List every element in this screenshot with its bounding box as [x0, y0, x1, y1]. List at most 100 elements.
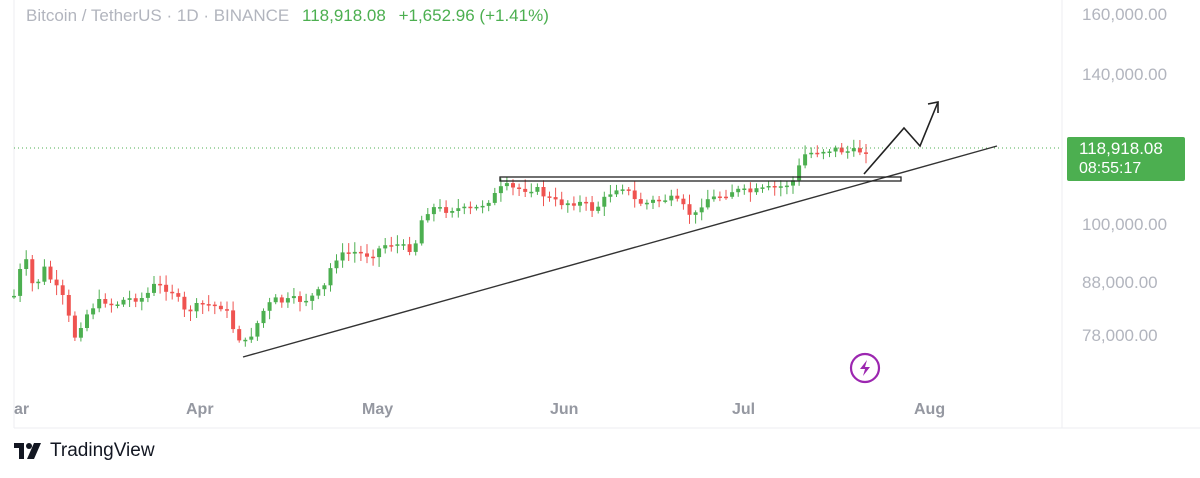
time-axis-tick: Jul [732, 401, 755, 418]
candle-body [590, 202, 595, 211]
candle-body [565, 203, 570, 206]
candle-body [626, 189, 631, 191]
candle-body [72, 315, 77, 338]
candle-body [511, 183, 515, 188]
candle-body [711, 196, 716, 200]
candle-body [535, 187, 540, 192]
candle-body [194, 303, 199, 312]
candle-body [809, 152, 814, 155]
candle-body [12, 295, 16, 298]
candle-body [596, 206, 601, 211]
bar-countdown: 08:55:17 [1079, 160, 1142, 177]
candle-body [474, 206, 479, 209]
candle-body [717, 196, 722, 198]
candles-layer [12, 139, 868, 347]
candle-body [395, 244, 400, 246]
candle-body [164, 284, 169, 292]
projection-arrow-drawing[interactable] [863, 101, 939, 175]
candle-body [736, 188, 741, 193]
time-axis-tick: ar [14, 401, 29, 418]
candle-body [444, 207, 449, 213]
price-label-value: 118,918.08 [1079, 139, 1163, 158]
candle-body [85, 314, 89, 328]
candle-body [578, 201, 582, 206]
candle-body [97, 299, 102, 309]
candle-body [145, 292, 150, 298]
candle-body [791, 180, 795, 186]
candle-body [54, 279, 59, 286]
candle-body [383, 245, 388, 249]
candle-body [127, 298, 132, 300]
candle-body [285, 298, 290, 303]
arrowhead-icon [927, 101, 939, 113]
candle-body [389, 245, 394, 247]
price-label-badge: 118,918.08 08:55:17 [1067, 137, 1185, 181]
candle-body [632, 190, 637, 200]
candle-body [742, 188, 747, 190]
candle-body [699, 207, 704, 213]
tradingview-branding[interactable]: TradingView [14, 440, 155, 462]
candle-body [176, 293, 181, 297]
candle-body [797, 165, 802, 181]
candle-body [431, 207, 436, 215]
candle-body [784, 185, 789, 188]
time-axis[interactable]: ar Apr May Jun Jul Aug [14, 401, 945, 418]
candle-body [498, 186, 503, 194]
candle-body [158, 283, 163, 286]
price-axis-tick: 140,000.00 [1082, 65, 1167, 84]
candle-body [839, 147, 844, 153]
lightning-icon[interactable] [849, 352, 881, 384]
time-axis-tick: May [362, 401, 393, 418]
candle-body [377, 248, 382, 258]
candle-body [492, 193, 497, 203]
candle-body [188, 309, 193, 312]
candle-body [687, 204, 692, 215]
candle-body [231, 310, 236, 330]
candle-body [559, 199, 564, 206]
price-axis[interactable]: 160,000.00 140,000.00 100,000.00 88,000.… [1082, 5, 1167, 345]
candle-body [833, 147, 838, 152]
candle-body [261, 310, 266, 324]
brand-name: TradingView [50, 440, 155, 461]
candle-body [638, 199, 643, 204]
resistance-rectangle-drawing[interactable] [499, 176, 902, 182]
candle-body [821, 151, 826, 154]
candle-body [766, 186, 771, 188]
candle-body [279, 297, 284, 303]
candle-body [328, 268, 333, 286]
candle-body [310, 295, 315, 301]
time-axis-tick: Jun [550, 401, 578, 418]
time-axis-tick: Apr [186, 401, 214, 418]
candle-body [553, 197, 558, 200]
symbol-legend[interactable]: Bitcoin / TetherUS · 1D · BINANCE 118,91… [26, 6, 549, 26]
candle-body [304, 300, 309, 303]
candle-body [182, 296, 187, 310]
candle-body [675, 195, 680, 199]
candle-body [760, 187, 765, 189]
candle-body [438, 207, 442, 209]
candle-body [340, 252, 345, 261]
candle-body [620, 189, 625, 191]
candle-body [571, 203, 576, 206]
candle-body [663, 200, 668, 202]
candle-body [273, 297, 278, 303]
candle-body [425, 214, 430, 221]
candle-body [358, 251, 363, 254]
candle-body [529, 191, 534, 194]
candle-body [827, 151, 832, 153]
candle-body [857, 148, 862, 153]
candle-body [225, 309, 229, 311]
candle-body [115, 304, 120, 306]
tradingview-logo-icon [14, 443, 41, 459]
price-axis-tick: 88,000.00 [1082, 273, 1158, 292]
candle-body [103, 299, 108, 304]
price-axis-tick: 160,000.00 [1082, 5, 1167, 24]
candle-body [316, 289, 321, 296]
drawings-layer [14, 101, 1062, 358]
candle-body [121, 299, 126, 305]
candle-body [541, 187, 546, 197]
candle-body [815, 152, 820, 155]
symbol-name: Bitcoin / TetherUS · 1D · BINANCE [26, 6, 290, 25]
